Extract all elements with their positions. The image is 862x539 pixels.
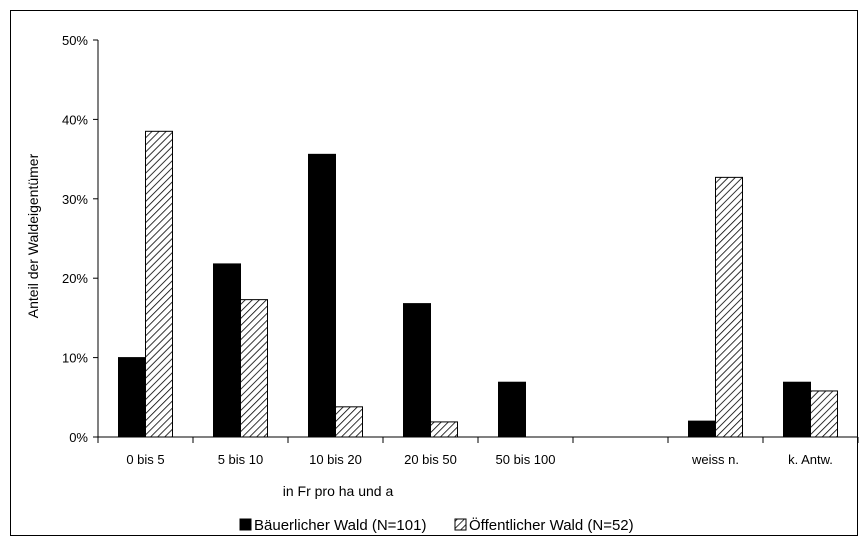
- y-tick-label: 30%: [62, 192, 88, 207]
- bars: [118, 130, 838, 438]
- bar-oeffentlich: [810, 390, 838, 438]
- x-tick-label: 10 bis 20: [309, 452, 362, 467]
- legend: Bäuerlicher Wald (N=101) Öffentlicher Wal…: [239, 516, 634, 534]
- bar-oeffentlich: [715, 176, 743, 438]
- bar-oeffentlich: [335, 406, 363, 438]
- axes: [93, 39, 859, 443]
- x-tick-label: 20 bis 50: [404, 452, 457, 467]
- legend-label: Bäuerlicher Wald (N=101): [254, 517, 426, 534]
- y-axis-title: Anteil der Waldeigentümer: [25, 153, 41, 318]
- y-tick-label: 50%: [62, 33, 88, 48]
- legend-swatch: [454, 518, 467, 531]
- bar-baeuerlich: [403, 303, 431, 438]
- bar-baeuerlich: [688, 420, 716, 438]
- bar-oeffentlich: [145, 130, 173, 438]
- legend-label: Öffentlicher Wald (N=52): [469, 516, 634, 534]
- tick-labels: 0% 10% 20% 30% 40% 50% 0 bis 5 5 bis 10 10 bis 2…: [62, 33, 833, 467]
- x-tick-label: k. Antw.: [788, 452, 833, 467]
- bar-oeffentlich: [430, 421, 458, 438]
- x-tick-label: 50 bis 100: [496, 452, 556, 467]
- x-axis-title: in Fr pro ha und a: [283, 483, 394, 499]
- bar-baeuerlich: [498, 381, 526, 438]
- bar-oeffentlich: [240, 299, 268, 438]
- legend-swatch: [239, 518, 252, 531]
- bar-baeuerlich: [213, 263, 241, 438]
- y-tick-label: 40%: [62, 112, 88, 127]
- x-tick-label: weiss n.: [691, 452, 739, 467]
- bar-baeuerlich: [308, 153, 336, 438]
- y-tick-label: 20%: [62, 271, 88, 286]
- bar-baeuerlich: [118, 357, 146, 438]
- y-tick-label: 0%: [69, 430, 88, 445]
- bar-baeuerlich: [783, 381, 811, 438]
- x-tick-label: 5 bis 10: [218, 452, 264, 467]
- y-tick-label: 10%: [62, 351, 88, 366]
- x-tick-label: 0 bis 5: [126, 452, 164, 467]
